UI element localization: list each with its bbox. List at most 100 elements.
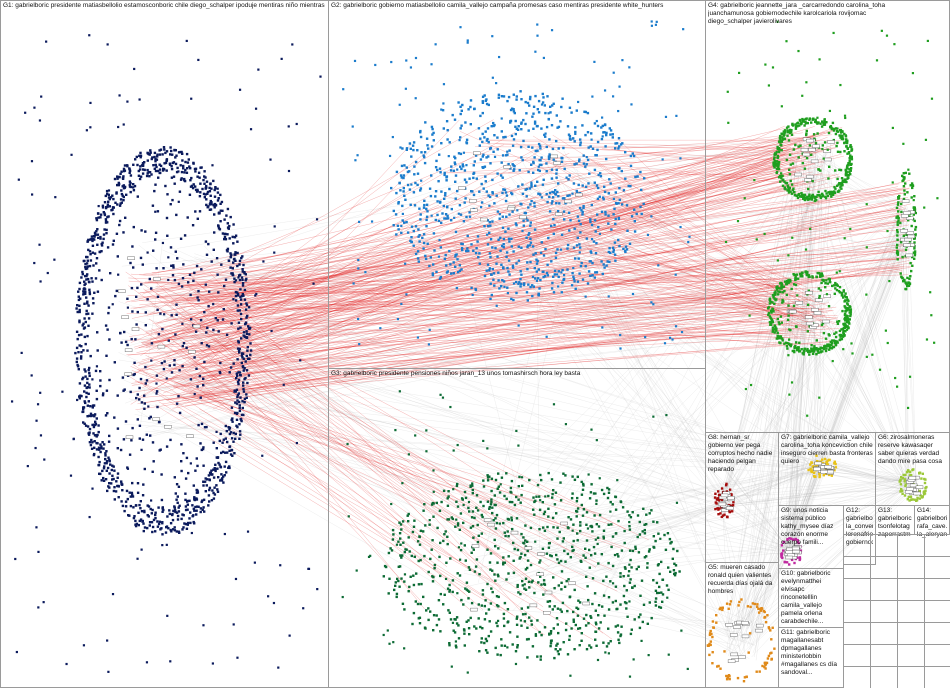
edge [190,150,789,399]
node [824,349,828,353]
node [607,488,611,491]
node [182,526,185,529]
node [173,526,176,529]
node [169,528,172,532]
node [602,263,605,266]
node [249,342,252,345]
node [399,523,403,526]
node [242,294,245,297]
node [589,218,592,221]
edge [746,488,913,637]
node [560,105,563,109]
edge [583,147,837,189]
node [815,454,818,457]
edge [530,163,816,213]
edge [191,266,912,296]
node [546,263,549,266]
node [778,323,781,326]
node [165,158,169,161]
edge [788,315,827,553]
node [588,260,591,263]
node [794,143,797,147]
node [506,286,509,289]
edge [745,245,902,633]
edge [151,289,597,568]
node [480,201,484,204]
edge [555,469,817,565]
node [241,356,244,359]
node [216,273,219,276]
node [794,125,798,128]
node [104,324,108,327]
edge [787,311,910,488]
node [95,417,98,420]
edge [785,297,808,554]
edge [727,462,824,652]
node [815,339,818,342]
node [568,229,571,232]
edge [562,292,792,526]
node [515,495,518,499]
node [460,268,463,271]
edge [175,136,828,386]
hub-node [124,348,133,352]
node [224,460,228,464]
node [164,531,168,534]
edge [200,400,912,482]
node [82,407,85,411]
edge [129,214,903,337]
node [453,118,457,121]
edge [819,163,830,292]
node [488,506,491,509]
node [106,466,110,470]
node [489,630,493,633]
node [652,545,655,549]
node [191,224,195,227]
node [154,511,157,514]
node [87,248,90,252]
node [781,174,784,178]
node [140,283,143,286]
node [236,380,240,384]
node [487,608,491,611]
node [167,527,170,530]
node [495,513,499,517]
node [546,274,550,277]
node [133,515,136,518]
node [76,337,79,341]
edge [211,292,813,300]
node [503,561,506,564]
node [511,107,514,110]
edge [210,349,425,610]
edge [725,491,910,507]
node [449,557,452,560]
node [584,265,587,268]
node [547,236,550,240]
edge [214,211,907,324]
node [238,406,241,410]
edge [164,147,836,296]
node [448,644,451,647]
hub-node [810,159,819,164]
node [557,584,560,587]
node [106,205,109,208]
node [440,142,443,145]
node [569,219,572,222]
node [101,441,104,444]
node [171,161,174,165]
node [570,111,573,114]
node [580,480,583,484]
node [516,128,520,131]
node [847,299,850,303]
node [141,494,145,497]
node [846,306,849,310]
node [770,319,774,322]
node [108,472,111,475]
edge [208,188,910,350]
node [623,566,627,569]
node [511,500,514,504]
node [240,418,243,421]
node [575,509,578,513]
node [239,326,242,329]
edge [190,259,787,553]
